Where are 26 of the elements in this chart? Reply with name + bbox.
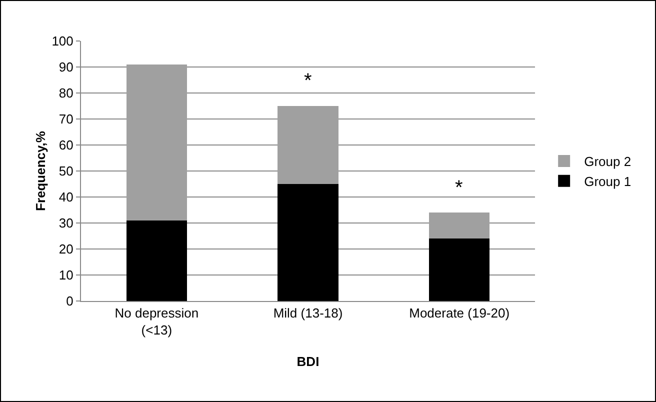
x-tick-label: Mild (13-18) [273,306,343,321]
bar [126,64,187,220]
y-tick-label: 100 [52,34,74,49]
y-tick-label: 40 [58,190,74,205]
bar [278,184,338,301]
bar [429,238,490,301]
x-tick-label: Moderate (19-20) [409,306,510,321]
legend-label: Group 1 [584,174,632,189]
y-tick-label: 60 [58,138,74,153]
y-tick-label: 20 [58,242,74,257]
annotation: * [455,177,463,199]
y-tick-label: 30 [58,216,74,231]
y-tick-label: 0 [66,294,74,309]
annotation: * [304,70,312,92]
y-tick-label: 80 [58,86,74,101]
x-axis-title: BDI [296,354,320,370]
y-axis-title: Frequency,% [33,130,48,211]
x-tick-label: No depression (<13) [114,306,199,338]
y-tick-label: 10 [58,268,74,283]
y-tick-label: 70 [58,112,74,127]
bar [126,220,187,301]
legend-label: Group 2 [584,154,632,170]
y-tick-label: 90 [58,60,74,75]
bar [429,212,490,239]
bar [278,106,338,184]
y-tick-label: 50 [58,164,74,179]
